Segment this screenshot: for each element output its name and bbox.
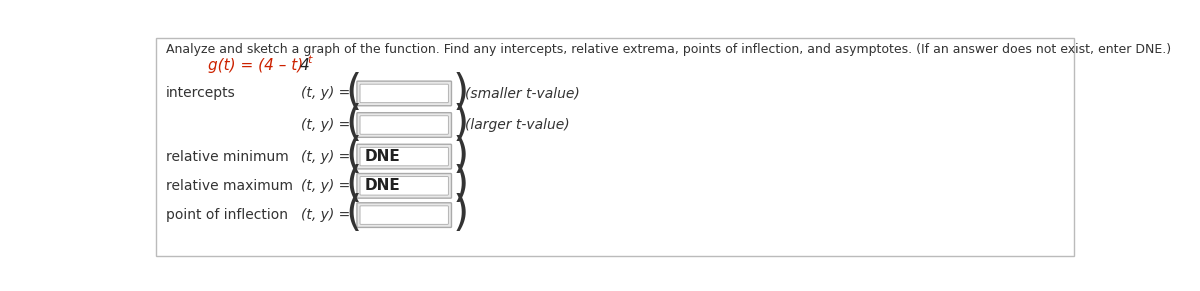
Text: relative minimum: relative minimum <box>166 150 288 164</box>
FancyBboxPatch shape <box>356 113 451 137</box>
Text: (smaller t-value): (smaller t-value) <box>464 86 580 100</box>
Text: intercepts: intercepts <box>166 86 235 100</box>
FancyBboxPatch shape <box>360 177 449 195</box>
FancyBboxPatch shape <box>360 84 449 103</box>
Text: (: ( <box>346 135 361 177</box>
Text: (t, y) =: (t, y) = <box>301 179 350 193</box>
Text: 4: 4 <box>300 58 310 73</box>
Text: (t, y) =: (t, y) = <box>301 208 350 222</box>
Text: (larger t-value): (larger t-value) <box>464 118 569 132</box>
Text: (: ( <box>346 164 361 206</box>
Text: DNE: DNE <box>365 178 401 193</box>
Text: relative maximum: relative maximum <box>166 179 293 193</box>
FancyBboxPatch shape <box>156 38 1074 256</box>
Text: (t, y) =: (t, y) = <box>301 86 350 100</box>
FancyBboxPatch shape <box>356 203 451 228</box>
Text: t: t <box>307 55 312 65</box>
Text: ): ) <box>454 135 469 177</box>
Text: g(t) = (4 – t): g(t) = (4 – t) <box>208 58 304 73</box>
Text: ): ) <box>454 193 469 235</box>
Text: (t, y) =: (t, y) = <box>301 118 350 132</box>
FancyBboxPatch shape <box>360 206 449 224</box>
Text: ): ) <box>454 164 469 206</box>
Text: (: ( <box>346 72 361 114</box>
Text: (: ( <box>346 193 361 235</box>
FancyBboxPatch shape <box>360 147 449 166</box>
FancyBboxPatch shape <box>360 116 449 134</box>
Text: (t, y) =: (t, y) = <box>301 150 350 164</box>
Text: ): ) <box>454 72 469 114</box>
Text: point of inflection: point of inflection <box>166 208 288 222</box>
Text: (: ( <box>346 103 361 145</box>
Text: ): ) <box>454 103 469 145</box>
FancyBboxPatch shape <box>356 173 451 198</box>
Text: DNE: DNE <box>365 149 401 164</box>
FancyBboxPatch shape <box>356 81 451 106</box>
FancyBboxPatch shape <box>356 144 451 169</box>
Text: Analyze and sketch a graph of the function. Find any intercepts, relative extrem: Analyze and sketch a graph of the functi… <box>166 43 1171 56</box>
